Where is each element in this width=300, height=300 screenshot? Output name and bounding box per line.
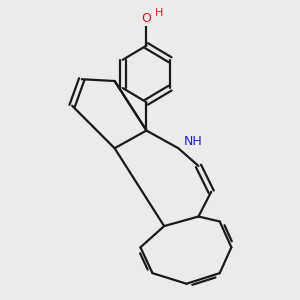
Text: O: O: [142, 11, 152, 25]
Text: NH: NH: [184, 135, 203, 148]
Text: H: H: [155, 8, 163, 18]
